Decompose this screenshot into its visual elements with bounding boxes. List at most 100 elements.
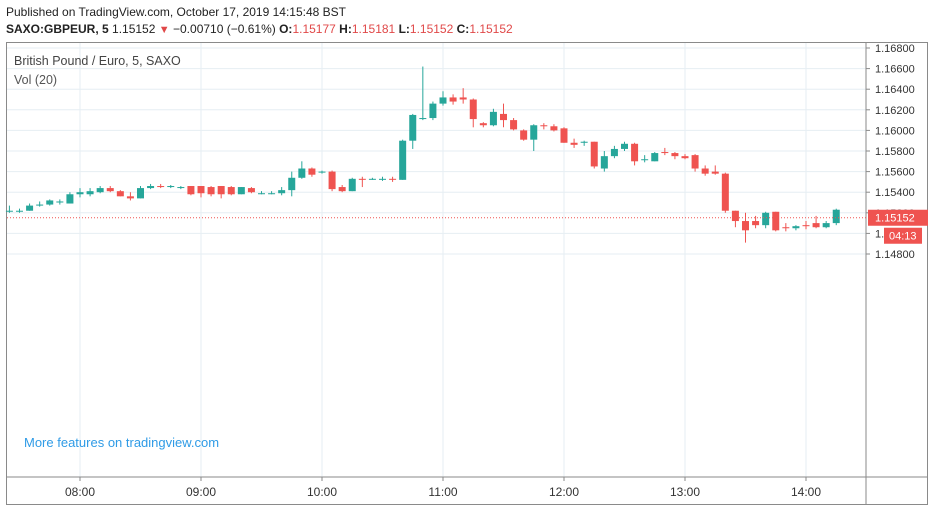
legend-title: British Pound / Euro, 5, SAXO [14,54,181,68]
y-tick-label: 1.16000 [875,125,915,137]
candle-body [258,193,265,195]
x-tick-label: 11:00 [428,485,457,499]
candle-body [711,171,719,174]
x-tick-label: 08:00 [65,485,95,499]
candle-body [782,227,790,229]
candle-body [671,153,679,157]
candle-body [479,123,487,126]
candle-body [389,178,397,180]
x-tick-label: 10:00 [307,485,337,499]
candle-body [106,188,114,192]
candle-body [772,211,780,231]
candle-body [167,186,175,188]
countdown-text: 04:13 [889,231,917,243]
y-tick-label: 1.16600 [875,64,915,76]
candle-body [126,196,134,199]
candle-body [36,204,44,206]
candle-body [631,143,639,162]
candle-body [510,120,518,130]
candle-body [530,125,538,140]
close-value: 1.15152 [469,22,513,36]
candle-body [26,205,34,211]
candle-body [5,210,13,212]
candle-body [137,188,144,199]
candle-body [358,178,366,180]
candle-body [832,209,840,224]
candle-body [731,210,739,222]
y-tick-label: 1.16400 [875,84,915,96]
candle-body [278,190,286,194]
last-price-badge [868,209,928,226]
high-value: 1.15181 [351,22,396,36]
countdown-badge [884,227,922,244]
candle-body [439,97,447,104]
candle-body [752,221,760,226]
candle-body [822,223,830,228]
candle-body [227,187,235,195]
chart-legend: British Pound / Euro, 5, SAXO Vol (20) [14,52,181,90]
last-price-badge-text: 1.15152 [875,213,915,225]
x-tick-label: 12:00 [549,485,579,499]
candle-body [66,194,74,204]
down-arrow-icon: ▼ [158,24,170,36]
close-label: C: [456,22,470,36]
published-info: Published on TradingView.com, October 17… [6,5,346,19]
candle-body [86,191,94,195]
y-tick-label: 1.16200 [875,105,915,117]
candle-body [550,126,558,131]
candle-body [762,212,770,226]
candle-body [268,193,276,195]
candle-body [459,97,467,100]
x-tick-label: 14:00 [791,485,821,499]
candle-body [792,226,800,229]
candle-body [409,114,417,141]
candle-body [318,171,326,173]
open-label: O: [279,22,293,36]
candle-body [590,141,598,167]
candle-body [449,97,457,102]
candle-body [500,113,507,121]
candle-body [661,152,669,154]
candle-body [681,156,689,159]
candle-body [237,187,245,195]
candle-body [520,130,528,140]
candle-body [419,118,427,120]
candle-body [157,186,165,188]
candle-body [379,178,386,180]
candle-body [540,125,548,127]
promo-link[interactable]: More features on tradingview.com [24,435,220,450]
candle-body [338,187,346,192]
open-value: 1.15177 [292,22,336,36]
candle-body [187,186,195,195]
candle-body [147,186,155,189]
candle-body [76,192,84,195]
candle-body [247,188,255,193]
candle-body [429,103,437,119]
candle-body [560,128,568,143]
candle-body [328,171,336,190]
volume-indicator-label: Vol (20) [14,73,58,87]
candle-body [288,177,296,191]
candle-body [46,200,54,205]
candle-body [812,223,820,228]
candle-body [177,187,185,189]
candle-body [580,141,588,143]
symbol-label: SAXO:GBPEUR, 5 [6,22,109,36]
candle-body [217,186,225,195]
high-label: H: [339,22,352,36]
candle-body [16,210,23,212]
x-tick-label: 09:00 [186,485,216,499]
candle-body [802,225,810,227]
y-tick-label: 1.14800 [875,249,915,261]
candle-body [600,156,608,169]
candle-body [621,143,628,149]
candle-body [207,187,215,195]
price-change: −0.00710 (−0.61%) [173,22,276,36]
low-value: 1.15152 [409,22,454,36]
candle-body [721,173,729,211]
candle-body [298,168,306,178]
chart-frame [6,42,928,505]
y-tick-label: 1.16800 [875,43,915,55]
candle-body [348,178,356,192]
